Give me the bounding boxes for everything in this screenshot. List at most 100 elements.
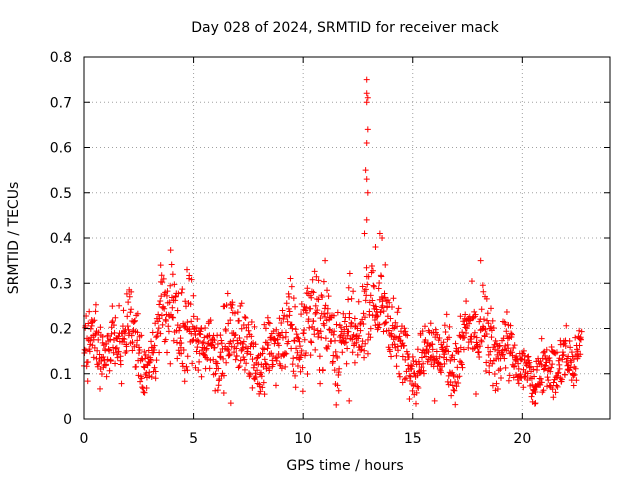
data-point xyxy=(553,349,560,356)
data-point xyxy=(112,314,119,321)
data-point xyxy=(427,320,434,327)
data-point xyxy=(201,334,208,341)
data-point xyxy=(566,337,573,344)
data-point xyxy=(116,302,123,309)
y-tick-label: 0 xyxy=(63,412,72,428)
data-point xyxy=(257,388,264,395)
data-point xyxy=(298,301,305,308)
data-point xyxy=(500,351,507,358)
data-point xyxy=(238,325,245,332)
data-point xyxy=(259,384,266,391)
data-point xyxy=(212,370,219,377)
data-point xyxy=(283,350,290,357)
data-point xyxy=(321,322,328,329)
data-point xyxy=(433,355,440,362)
data-point xyxy=(410,357,417,364)
data-point xyxy=(317,328,324,335)
y-tick-label: 0.2 xyxy=(50,322,72,338)
data-point xyxy=(94,347,101,354)
data-point xyxy=(218,340,225,347)
data-point xyxy=(299,364,306,371)
data-point xyxy=(402,331,409,338)
data-point xyxy=(241,356,248,363)
data-point xyxy=(540,387,547,394)
data-point xyxy=(502,321,509,328)
data-point xyxy=(176,324,183,331)
data-point xyxy=(371,317,378,324)
data-point xyxy=(372,303,379,310)
data-point xyxy=(553,382,560,389)
data-point xyxy=(163,292,170,299)
data-point xyxy=(169,271,176,278)
data-point xyxy=(554,383,561,390)
data-point xyxy=(356,332,363,339)
data-point xyxy=(295,335,302,342)
data-point xyxy=(361,230,368,237)
data-point xyxy=(245,327,252,334)
data-point xyxy=(392,319,399,326)
data-point xyxy=(441,360,448,367)
data-point xyxy=(308,339,315,346)
data-point xyxy=(451,387,458,394)
data-point xyxy=(371,283,378,290)
data-point xyxy=(119,335,126,342)
data-point xyxy=(202,324,209,331)
data-point xyxy=(362,286,369,293)
x-tick-label: 10 xyxy=(294,431,312,447)
data-point xyxy=(365,331,372,338)
data-point xyxy=(472,391,479,398)
data-point xyxy=(372,322,379,329)
data-point xyxy=(346,397,353,404)
y-tick-label: 0.4 xyxy=(50,231,72,247)
data-point xyxy=(339,334,346,341)
data-point xyxy=(334,309,341,316)
data-point xyxy=(178,339,185,346)
data-point xyxy=(529,381,536,388)
data-point xyxy=(381,294,388,301)
data-point xyxy=(476,343,483,350)
data-point xyxy=(175,290,182,297)
data-point xyxy=(344,332,351,339)
data-point xyxy=(123,347,130,354)
data-point xyxy=(480,288,487,295)
data-point xyxy=(305,316,312,323)
data-point xyxy=(355,335,362,342)
data-point xyxy=(99,333,106,340)
data-point xyxy=(288,321,295,328)
data-point xyxy=(390,295,397,302)
data-point xyxy=(206,365,213,372)
data-point xyxy=(261,321,268,328)
data-point xyxy=(194,316,201,323)
data-point xyxy=(104,356,111,363)
data-point xyxy=(483,359,490,366)
data-point xyxy=(388,333,395,340)
data-point xyxy=(304,371,311,378)
data-point xyxy=(190,292,197,299)
data-point xyxy=(402,356,409,363)
data-point xyxy=(336,365,343,372)
data-point xyxy=(87,337,94,344)
data-point xyxy=(224,290,231,297)
data-point xyxy=(220,355,227,362)
data-point xyxy=(572,334,579,341)
data-point xyxy=(265,319,272,326)
data-point xyxy=(231,310,238,317)
data-point xyxy=(344,345,351,352)
data-point xyxy=(166,299,173,306)
data-point xyxy=(310,318,317,325)
data-point xyxy=(309,276,316,283)
data-point xyxy=(216,375,223,382)
data-point xyxy=(434,331,441,338)
data-point xyxy=(487,305,494,312)
data-point xyxy=(496,343,503,350)
data-point xyxy=(150,349,157,356)
data-point xyxy=(312,302,319,309)
data-point xyxy=(107,336,114,343)
data-point xyxy=(110,322,117,329)
data-point xyxy=(471,329,478,336)
data-point xyxy=(133,363,140,370)
data-point xyxy=(151,364,158,371)
data-point xyxy=(515,360,522,367)
data-point xyxy=(117,353,124,360)
data-point xyxy=(573,377,580,384)
